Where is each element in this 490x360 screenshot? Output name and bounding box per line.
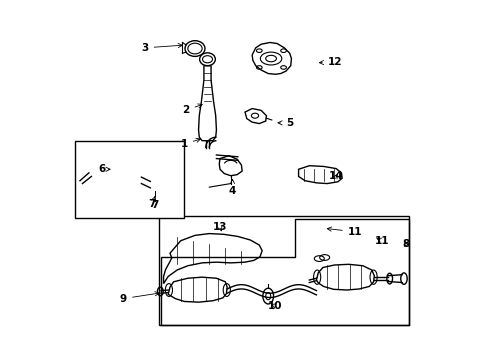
- Text: 1: 1: [181, 138, 200, 149]
- Bar: [75, 141, 184, 217]
- Text: 11: 11: [375, 236, 390, 246]
- Text: 12: 12: [319, 57, 343, 67]
- Bar: [159, 216, 409, 325]
- Text: 7: 7: [151, 200, 159, 210]
- Text: 9: 9: [120, 292, 159, 303]
- Text: 13: 13: [213, 222, 227, 232]
- Text: 10: 10: [268, 301, 283, 311]
- Text: 5: 5: [278, 118, 294, 128]
- Text: 8: 8: [403, 239, 410, 249]
- Text: 11: 11: [327, 227, 362, 237]
- Text: 6: 6: [98, 164, 110, 174]
- Text: 2: 2: [182, 104, 202, 115]
- Text: 7: 7: [148, 196, 156, 209]
- Text: 4: 4: [229, 179, 236, 196]
- Text: 14: 14: [329, 171, 343, 181]
- Text: 3: 3: [141, 43, 182, 53]
